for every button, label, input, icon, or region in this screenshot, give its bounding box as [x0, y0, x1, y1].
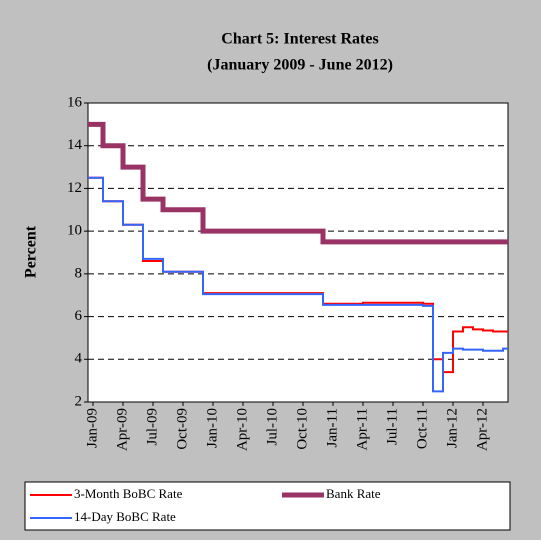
y-tick-label: 6: [75, 308, 83, 324]
x-tick-label: Apr-09: [114, 408, 130, 451]
legend-label: Bank Rate: [326, 486, 381, 501]
chart-subtitle: (January 2009 - June 2012): [207, 57, 393, 74]
y-tick-label: 4: [75, 351, 83, 367]
x-tick-label: Apr-10: [234, 408, 250, 451]
x-tick-label: Jan-12: [444, 408, 460, 448]
series-line: [88, 121, 508, 245]
x-tick-label: Oct-10: [294, 408, 310, 450]
y-tick-label: 16: [67, 94, 83, 110]
plot-area: [87, 102, 509, 403]
x-tick-label: Jul-11: [384, 408, 400, 445]
y-tick-label: 12: [67, 180, 82, 196]
legend: [24, 481, 511, 531]
x-tick-label: Jan-11: [324, 408, 340, 447]
x-tick-label: Jul-10: [264, 408, 280, 446]
legend-label: 3-Month BoBC Rate: [74, 486, 183, 501]
x-tick-label: Oct-11: [414, 408, 430, 449]
x-tick-label: Jul-09: [144, 408, 160, 446]
legend-label: 14-Day BoBC Rate: [74, 509, 176, 524]
x-tick-label: Jan-09: [84, 408, 100, 448]
y-tick-label: 2: [75, 393, 83, 409]
x-tick-label: Oct-09: [174, 408, 190, 450]
y-tick-label: 14: [67, 137, 83, 153]
y-tick-label: 8: [75, 265, 83, 281]
x-tick-label: Apr-12: [474, 408, 490, 451]
x-tick-label: Apr-11: [354, 408, 370, 450]
chart-title: Chart 5: Interest Rates: [221, 31, 378, 48]
y-tick-label: 10: [67, 223, 82, 239]
series-line: [88, 176, 508, 393]
y-axis-label: Percent: [23, 225, 40, 278]
x-tick-label: Jan-10: [204, 408, 220, 448]
